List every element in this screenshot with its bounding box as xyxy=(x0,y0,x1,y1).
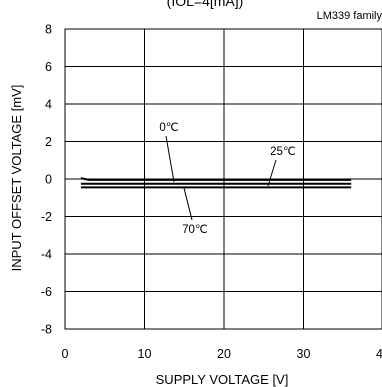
y-tick-label: 0 xyxy=(45,173,52,187)
annotations: 0℃ 25℃ 70℃ xyxy=(159,122,296,236)
y-tick-label: -2 xyxy=(41,210,52,224)
annotation-leader xyxy=(183,187,193,221)
x-tick-label: 0 xyxy=(62,347,69,361)
annotation-label: 70℃ xyxy=(182,224,208,236)
series-lines xyxy=(80,177,352,189)
y-axis-label: INPUT OFFSET VOLTAGE [mV] xyxy=(9,85,24,272)
annotation-label: 25℃ xyxy=(270,146,296,158)
annotation-leader xyxy=(267,159,277,187)
chart-title: (IOL=4[mA]) xyxy=(167,0,244,9)
y-tick-label: -6 xyxy=(41,285,52,299)
chart-subtitle: LM339 family xyxy=(317,10,382,22)
series-line-0 xyxy=(80,177,352,181)
x-axis-label: SUPPLY VOLTAGE [V] xyxy=(156,372,289,387)
y-tick-label: 6 xyxy=(45,60,52,74)
x-tick-labels: 0 10 20 30 40 xyxy=(62,347,382,361)
annotation-label: 0℃ xyxy=(159,122,178,134)
y-tick-label: -8 xyxy=(41,323,52,337)
y-tick-label: -4 xyxy=(41,248,52,262)
y-tick-labels: 8 6 4 2 0 -2 -4 -6 -8 xyxy=(41,23,52,337)
x-tick-label: 30 xyxy=(297,347,311,361)
y-tick-label: 2 xyxy=(45,135,52,149)
y-tick-label: 8 xyxy=(45,23,52,37)
x-tick-label: 10 xyxy=(138,347,152,361)
annotation-leader xyxy=(165,135,175,183)
x-tick-label: 20 xyxy=(217,347,231,361)
y-tick-label: 4 xyxy=(45,98,52,112)
x-tick-label: 40 xyxy=(376,347,382,361)
